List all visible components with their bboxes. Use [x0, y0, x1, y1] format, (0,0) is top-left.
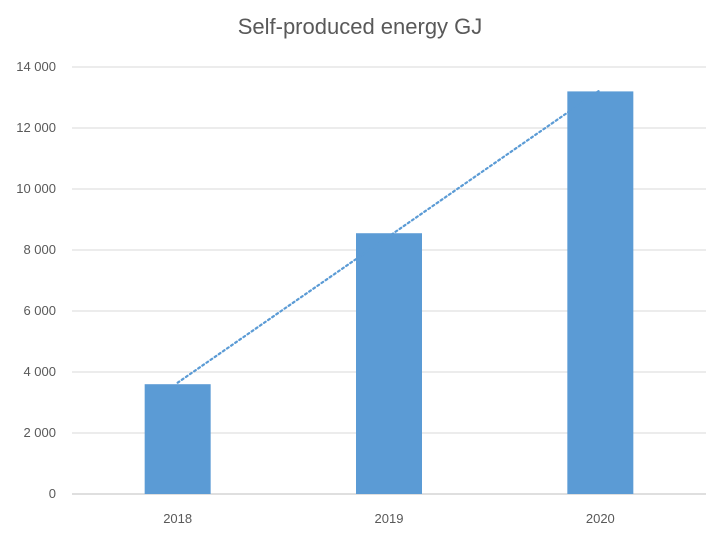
y-tick-label: 12 000	[16, 120, 56, 135]
x-tick-label: 2018	[163, 511, 192, 526]
y-tick-label: 6 000	[23, 303, 56, 318]
y-tick-label: 0	[49, 486, 56, 501]
y-tick-label: 2 000	[23, 425, 56, 440]
y-tick-label: 4 000	[23, 364, 56, 379]
x-tick-label: 2020	[586, 511, 615, 526]
bar-2019	[356, 233, 422, 494]
y-tick-label: 10 000	[16, 181, 56, 196]
y-tick-label: 14 000	[16, 59, 56, 74]
y-tick-label: 8 000	[23, 242, 56, 257]
trendline	[176, 88, 602, 384]
chart-title: Self-produced energy GJ	[237, 14, 483, 39]
bar-2020	[567, 91, 634, 495]
x-tick-label: 2019	[375, 511, 404, 526]
bar-2018	[144, 384, 211, 494]
